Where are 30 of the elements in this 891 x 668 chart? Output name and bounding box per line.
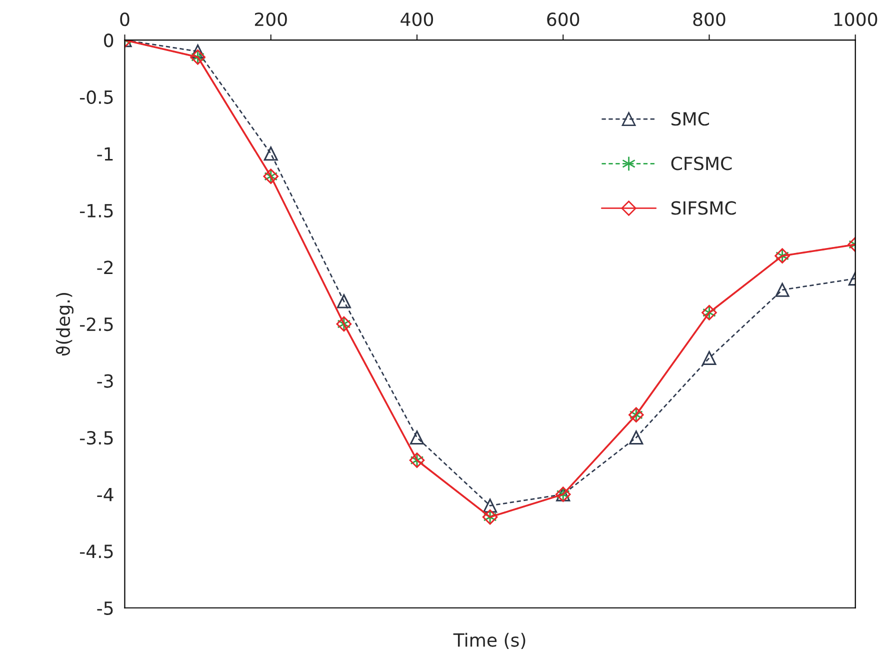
y-tick-label: -0.5: [80, 90, 113, 104]
point: [410, 430, 424, 445]
point: [264, 146, 278, 161]
x-tick-label: 800: [693, 12, 726, 26]
y-tick-label: -5: [97, 602, 113, 615]
y-axis-title: ϑ(deg.): [56, 293, 74, 356]
y-tick-label: -3: [97, 374, 113, 388]
y-tick-label: -2: [97, 260, 113, 274]
legend-label: CFSMC: [671, 156, 732, 170]
y-tick-label: -3.5: [80, 431, 113, 445]
y-tick-label: -4.5: [80, 544, 113, 558]
y-tick-label: -2.5: [80, 317, 113, 332]
x-tick-label: 600: [547, 12, 580, 26]
point: [190, 44, 205, 58]
point: [336, 294, 351, 308]
y-tick-label: -1: [97, 147, 113, 160]
y-tick-label: 0: [104, 34, 114, 48]
point: [775, 282, 790, 297]
point: [702, 351, 716, 366]
legend-label: SIFSMC: [672, 201, 736, 215]
point: [629, 430, 644, 445]
y-tick-label: -1.5: [80, 204, 113, 218]
legend-label: SMC: [672, 112, 709, 126]
y-tick-label: -4: [97, 488, 114, 502]
x-tick-label: 0: [120, 12, 130, 26]
x-axis-title: Time (s): [453, 632, 526, 649]
x-tick-label: 400: [400, 12, 434, 26]
x-tick-label: 1000: [834, 12, 878, 26]
x-tick-label: 200: [254, 12, 287, 26]
point: [483, 498, 498, 513]
